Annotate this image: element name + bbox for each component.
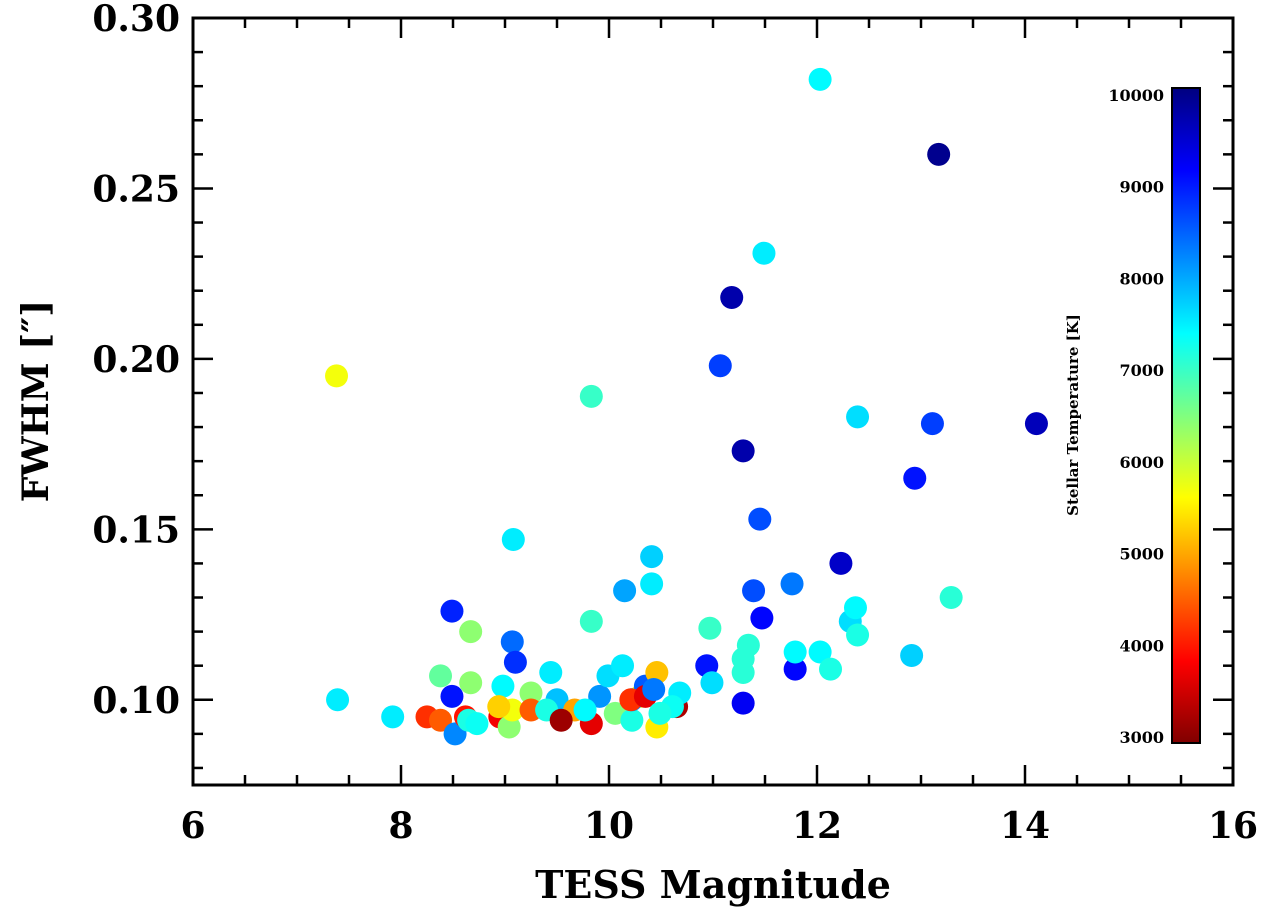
- data-point: [579, 384, 603, 408]
- data-point: [736, 633, 760, 657]
- x-axis-label: TESS Magnitude: [535, 862, 891, 907]
- data-point: [819, 657, 843, 681]
- data-point: [640, 572, 664, 596]
- data-point: [487, 695, 511, 719]
- data-point: [1024, 412, 1048, 436]
- data-point: [588, 684, 612, 708]
- data-point: [752, 241, 776, 265]
- data-point: [440, 599, 464, 623]
- data-point: [708, 354, 732, 378]
- data-point: [700, 671, 724, 695]
- data-point: [829, 551, 853, 575]
- data-point: [731, 439, 755, 463]
- data-point: [731, 691, 755, 715]
- colorbar-tick-label: 6000: [1119, 453, 1164, 472]
- data-point: [573, 698, 597, 722]
- data-point: [503, 650, 527, 674]
- data-point: [620, 708, 644, 732]
- data-point: [808, 67, 832, 91]
- data-point: [645, 661, 669, 685]
- data-point: [579, 609, 603, 633]
- x-tick-label: 14: [1000, 805, 1050, 847]
- data-point: [648, 701, 672, 725]
- x-tick-label: 6: [180, 805, 205, 847]
- data-point: [731, 661, 755, 685]
- data-point: [459, 620, 483, 644]
- y-tick-label: 0.20: [92, 339, 180, 381]
- data-point: [750, 606, 774, 630]
- data-point: [808, 640, 832, 664]
- data-point: [903, 466, 927, 490]
- axis-ticks: [191, 16, 1235, 785]
- data-point: [698, 616, 722, 640]
- data-point: [539, 661, 563, 685]
- data-point: [742, 579, 766, 603]
- y-tick-label: 0.30: [92, 0, 180, 40]
- colorbar-tick-label: 3000: [1119, 728, 1164, 747]
- data-point: [519, 681, 543, 705]
- data-point: [429, 708, 453, 732]
- data-point: [900, 643, 924, 667]
- x-tick-label: 12: [792, 805, 842, 847]
- data-point: [491, 674, 515, 698]
- data-point: [500, 630, 524, 654]
- data-point: [783, 640, 807, 664]
- data-points: [325, 67, 1048, 746]
- data-point: [381, 705, 405, 729]
- x-tick-label: 16: [1208, 805, 1258, 847]
- data-point: [326, 688, 350, 712]
- colorbar-label: Stellar Temperature [K]: [1064, 314, 1082, 516]
- data-point: [642, 678, 666, 702]
- colorbar-tick-labels: 3000 4000 5000 6000 7000 8000 9000 10000: [1108, 86, 1164, 747]
- data-point: [846, 405, 870, 429]
- colorbar-tick-label: 4000: [1119, 636, 1164, 655]
- data-point: [325, 364, 349, 388]
- data-point: [501, 528, 525, 552]
- colorbar-tick-label: 5000: [1119, 545, 1164, 564]
- colorbar: [1171, 87, 1201, 744]
- colorbar-tick-label: 8000: [1119, 269, 1164, 288]
- y-tick-label: 0.10: [92, 680, 180, 722]
- data-point: [549, 708, 573, 732]
- data-point: [783, 657, 807, 681]
- data-point: [440, 684, 464, 708]
- data-point: [429, 664, 453, 688]
- x-tick-labels: 6 8 10 12 14 16: [180, 805, 1258, 847]
- data-point: [939, 586, 963, 610]
- y-tick-label: 0.25: [92, 168, 180, 210]
- data-point: [720, 286, 744, 310]
- data-point: [920, 412, 944, 436]
- data-point: [846, 623, 870, 647]
- data-point: [465, 712, 489, 736]
- y-tick-labels: 0.10 0.15 0.20 0.25 0.30: [92, 0, 180, 722]
- data-point: [613, 579, 637, 603]
- data-point: [748, 507, 772, 531]
- data-point: [611, 654, 635, 678]
- data-point: [640, 545, 664, 569]
- x-tick-label: 8: [388, 805, 413, 847]
- y-tick-label: 0.15: [92, 509, 180, 551]
- data-point: [497, 715, 521, 739]
- y-axis-label: FWHM [″]: [15, 300, 57, 503]
- data-point: [780, 572, 804, 596]
- data-point: [459, 671, 483, 695]
- colorbar-tick-label: 7000: [1119, 361, 1164, 380]
- colorbar-tick-label: 9000: [1119, 178, 1164, 197]
- data-point: [843, 596, 867, 620]
- data-point: [927, 142, 951, 166]
- x-tick-label: 10: [584, 805, 634, 847]
- colorbar-tick-label: 10000: [1108, 86, 1164, 105]
